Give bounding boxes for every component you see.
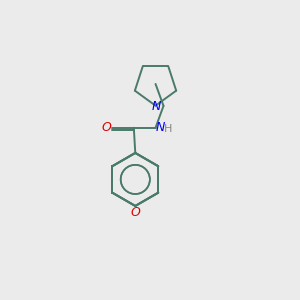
Text: N: N [155,121,165,134]
Text: H: H [164,124,172,134]
Text: O: O [102,121,112,134]
Text: O: O [130,206,140,219]
Text: N: N [152,100,161,113]
